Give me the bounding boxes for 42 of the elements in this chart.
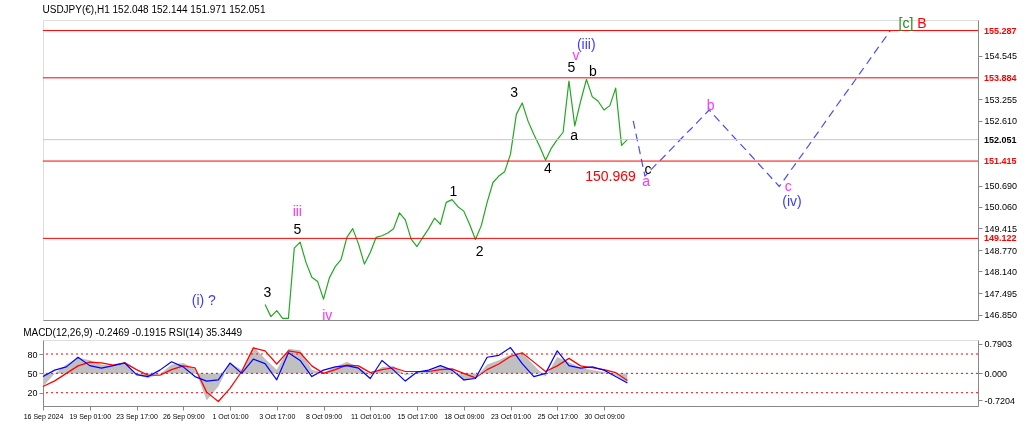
annotation: b <box>706 96 715 113</box>
ref-line-label: 149.122 <box>984 233 1017 244</box>
y-tick-label: 20 <box>27 388 38 399</box>
chart-title: MACD(12,26,9) -0.2469 -0.1915 RSI(14) 35.3449 <box>23 326 243 338</box>
annotation: 1 <box>449 182 458 199</box>
ref-line-label: 153.884 <box>984 72 1017 83</box>
annotation: 3 <box>263 284 272 300</box>
y-tick-label: 154.545 <box>984 51 1018 62</box>
y-tick-label: 148.770 <box>984 245 1018 256</box>
ref-line-label: 155.287 <box>984 25 1017 36</box>
ref-line-label: 152.051 <box>984 134 1017 145</box>
y-tick-label: 152.610 <box>984 116 1018 127</box>
y2-tick-label: -0.7204 <box>984 395 1016 406</box>
annotation: 3 <box>510 83 519 100</box>
annotation: (i) ? <box>191 292 217 309</box>
annotation: c <box>784 178 792 195</box>
annotation: (iv) <box>782 192 802 209</box>
annotation: b <box>588 63 597 80</box>
annotation: 5 <box>293 220 302 237</box>
y-tick-label: 147.495 <box>984 288 1018 299</box>
y-tick-label: 50 <box>27 368 38 379</box>
annotation: 4 <box>544 160 552 177</box>
ref-line-label: 151.415 <box>984 156 1017 167</box>
annotation: (iii) <box>576 35 596 52</box>
annotation: 5 <box>567 59 576 75</box>
y-tick-label: 80 <box>27 349 38 360</box>
annotation: 2 <box>475 242 484 259</box>
y-tick-label: 150.060 <box>984 202 1018 213</box>
y-tick-label: 149.415 <box>984 223 1018 234</box>
annotation: iv <box>322 306 333 323</box>
y-tick-label: 153.255 <box>984 94 1018 105</box>
annotation: a <box>570 126 579 143</box>
y2-tick-label: 0.000 <box>984 368 1008 379</box>
annotation: iii <box>292 203 302 219</box>
chart-title: USDJPY(€),H1 152.048 152.144 151.971 152.051 <box>42 3 266 15</box>
y-tick-label: 150.690 <box>984 181 1018 192</box>
annotation: B <box>917 14 927 31</box>
y-tick-label: 146.850 <box>984 310 1018 321</box>
y-tick-label: 148.140 <box>984 266 1018 277</box>
annotation: [c] <box>898 14 914 31</box>
y2-tick-label: 0.7903 <box>984 339 1013 350</box>
annotation: 150.969 <box>585 167 637 184</box>
